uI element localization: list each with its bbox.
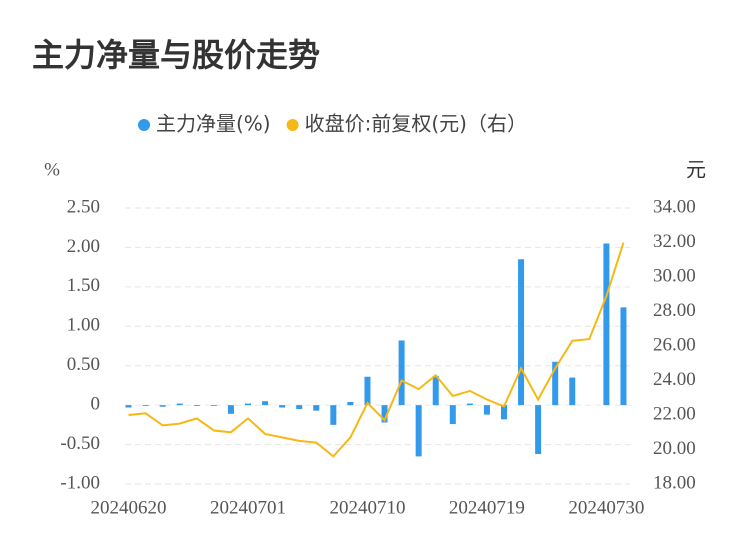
y2-tick-label: 34.00: [653, 196, 696, 217]
y-tick-label: 0.50: [67, 354, 100, 375]
x-tick-label: 20240719: [449, 497, 525, 518]
y-tick-label: -1.00: [60, 472, 100, 493]
y-tick-label: 2.50: [67, 196, 100, 217]
y2-tick-label: 20.00: [653, 438, 696, 459]
y2-tick-label: 18.00: [653, 472, 696, 493]
bar: [142, 405, 149, 406]
y-tick-label: -0.50: [60, 433, 100, 454]
y-axis-unit: %: [44, 159, 60, 180]
bar: [193, 405, 200, 406]
y-tick-label: 1.50: [67, 275, 100, 296]
bar: [227, 405, 234, 414]
bar: [518, 259, 525, 406]
bar: [364, 376, 371, 406]
bar: [330, 405, 337, 425]
y2-tick-label: 22.00: [653, 403, 696, 424]
x-tick-label: 20240701: [210, 497, 286, 518]
legend-marker: [286, 119, 299, 131]
legend-label: 收盘价:前复权(元)（右）: [305, 112, 527, 136]
bar: [552, 361, 559, 406]
bar: [381, 405, 388, 423]
bar: [603, 243, 610, 406]
y2-axis-unit: 元: [686, 158, 706, 182]
bar: [483, 405, 490, 415]
bar: [501, 405, 507, 420]
x-tick-label: 20240710: [329, 497, 405, 518]
legend-label: 主力净量(%): [156, 112, 271, 136]
bar: [535, 405, 542, 455]
bar: [569, 377, 576, 406]
bar: [262, 401, 269, 406]
bar: [210, 405, 217, 406]
y2-tick-label: 26.00: [653, 334, 696, 355]
bar: [296, 405, 303, 410]
bar: [432, 375, 439, 406]
bar: [620, 307, 627, 406]
bar: [398, 340, 405, 406]
bar: [347, 401, 354, 406]
bar: [449, 405, 456, 425]
y2-tick-label: 28.00: [653, 300, 696, 321]
y-tick-label: 0: [91, 394, 101, 415]
y2-tick-label: 24.00: [653, 369, 696, 390]
bar: [125, 405, 132, 408]
y-tick-label: 2.00: [67, 236, 100, 257]
bar: [466, 403, 473, 406]
price-line: [128, 242, 625, 458]
x-tick-label: 20240730: [568, 497, 644, 518]
bar: [279, 405, 286, 408]
y-tick-label: 1.00: [67, 315, 100, 336]
bar: [245, 403, 251, 406]
bar: [159, 405, 166, 407]
bar: [313, 405, 320, 411]
y2-tick-label: 32.00: [653, 231, 696, 252]
bar: [415, 405, 422, 457]
y2-tick-label: 30.00: [653, 265, 696, 286]
x-tick-label: 20240620: [91, 497, 167, 518]
legend-marker: [138, 119, 150, 131]
chart-title: 主力净量与股价走势: [32, 36, 320, 74]
bar: [176, 403, 183, 406]
